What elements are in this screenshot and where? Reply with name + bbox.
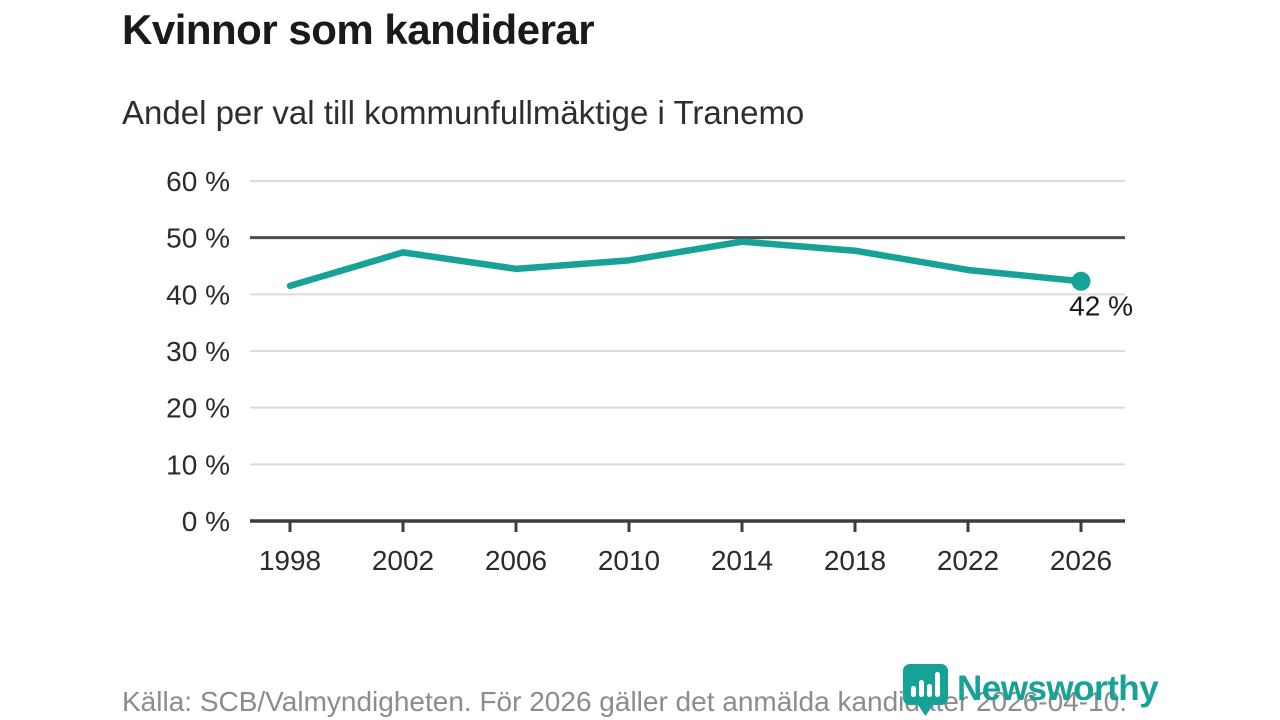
y-tick-label: 20 % [166, 393, 230, 424]
y-tick-label: 30 % [166, 336, 230, 367]
chart-subtitle: Andel per val till kommunfullmäktige i T… [122, 94, 805, 131]
end-point-value-label: 42 % [1069, 290, 1133, 321]
page-title: Kvinnor som kandiderar [122, 6, 595, 53]
x-tick-label: 2010 [598, 545, 660, 576]
newsworthy-logo-icon [903, 664, 948, 716]
y-tick-label: 50 % [166, 223, 230, 254]
y-tick-label: 0 % [182, 506, 230, 537]
x-tick-label: 2018 [824, 545, 886, 576]
newsworthy-logo: Newsworthy [902, 663, 1159, 717]
y-tick-label: 40 % [166, 279, 230, 310]
data-series-line [286, 238, 1085, 290]
gridlines [250, 180, 1125, 523]
y-tick-label: 10 % [166, 449, 230, 480]
x-tick-label: 2002 [372, 545, 434, 576]
y-axis-labels: 0 % 10 % 20 % 30 % 40 % 50 % 60 % [166, 166, 230, 537]
x-tick-label: 2022 [937, 545, 999, 576]
x-axis: 1998 2002 2006 2010 2014 2018 2022 2026 [259, 521, 1112, 576]
x-tick-label: 2006 [485, 545, 547, 576]
end-point-marker [1071, 271, 1091, 291]
x-tick-label: 1998 [259, 545, 321, 576]
source-note: Källa: SCB/Valmyndigheten. För 2026 gäll… [122, 686, 1127, 717]
y-tick-label: 60 % [166, 166, 230, 197]
newsworthy-logo-text: Newsworthy [957, 669, 1159, 708]
x-tick-label: 2014 [711, 545, 773, 576]
x-tick-label: 2026 [1050, 545, 1112, 576]
